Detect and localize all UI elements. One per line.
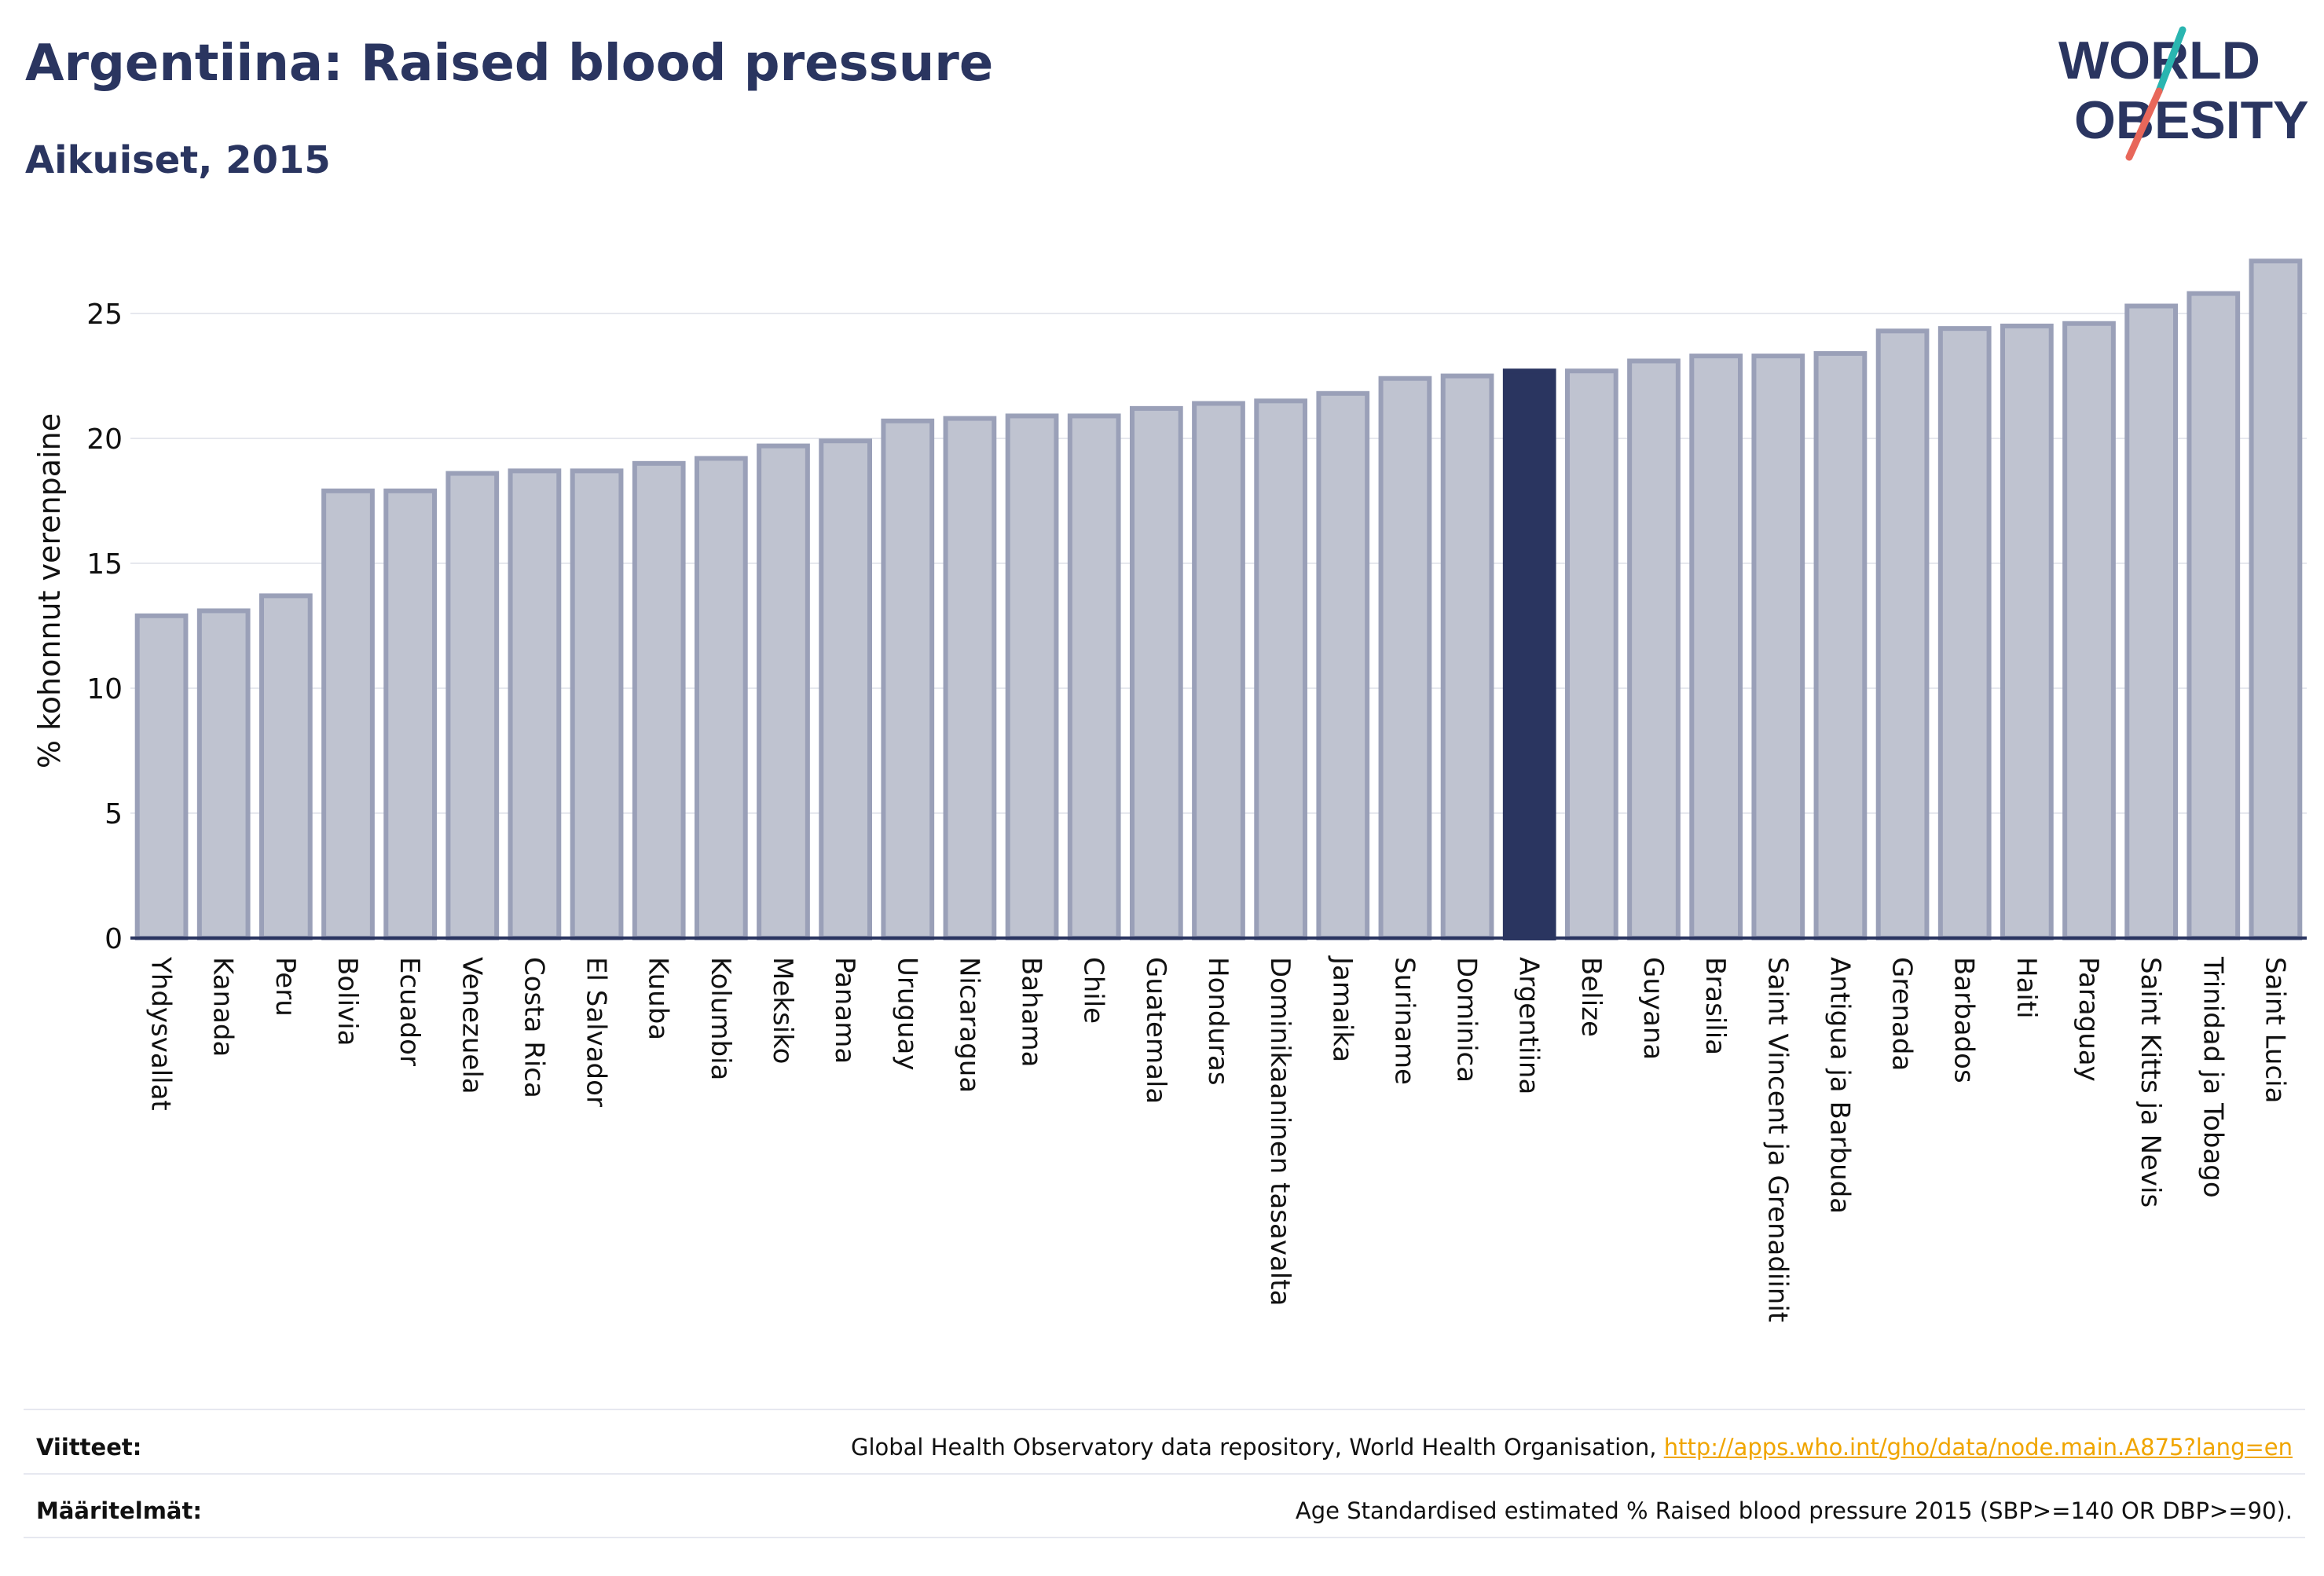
x-tick-label: Chile <box>1078 957 1109 1024</box>
bar <box>2187 291 2241 941</box>
bar <box>1005 413 1059 940</box>
logo-line2: OBESITY <box>2074 90 2309 150</box>
x-tick-label: Paraguay <box>2073 957 2104 1082</box>
bar <box>819 438 873 940</box>
bar <box>757 443 810 940</box>
bar <box>2124 303 2179 940</box>
y-tick-label: 5 <box>104 798 123 830</box>
bar <box>508 468 562 940</box>
bar <box>1875 328 1930 940</box>
x-tick-label: El Salvador <box>581 957 612 1107</box>
x-tick-label: Guyana <box>1637 957 1669 1060</box>
x-tick-label: Kolumbia <box>705 957 736 1080</box>
y-tick-label: 10 <box>86 673 123 706</box>
references-value: Global Health Observatory data repositor… <box>851 1434 2293 1461</box>
chart-title: Argentiina: Raised blood pressure <box>25 35 994 93</box>
bar <box>1627 358 1681 940</box>
x-tick-label: Peru <box>269 957 301 1017</box>
x-tick-label: Antigua ja Barbuda <box>1824 957 1855 1214</box>
y-tick-label: 15 <box>86 548 123 581</box>
definitions-row: Määritelmät: Age Standardised estimated … <box>36 1487 2293 1534</box>
bar <box>1254 398 1308 940</box>
x-tick-label: Nicaragua <box>953 957 984 1093</box>
x-tick-label: Jamaika <box>1326 955 1358 1062</box>
bar <box>1316 390 1370 940</box>
bar <box>445 471 500 940</box>
footer-divider-mid <box>24 1473 2305 1475</box>
definitions-label: Määritelmät: <box>36 1497 202 1524</box>
x-tick-label: Meksiko <box>767 957 798 1064</box>
x-tick-label: Dominikaaninen tasavalta <box>1264 957 1296 1306</box>
bar <box>1440 373 1494 941</box>
x-tick-label: Guatemala <box>1140 957 1171 1104</box>
logo-slash-red <box>2125 87 2163 161</box>
bar <box>383 488 438 940</box>
x-tick-label: Suriname <box>1388 957 1420 1085</box>
footer-divider-top <box>24 1409 2305 1410</box>
bar <box>2062 321 2116 941</box>
logo-line1: WORLD <box>2058 31 2260 90</box>
chart-subtitle: Aikuiset, 2015 <box>25 138 331 182</box>
x-tick-label: Kuuba <box>643 957 674 1040</box>
bar <box>196 608 251 940</box>
bar <box>1937 326 1992 940</box>
bar <box>1751 354 1805 941</box>
x-tick-label: Honduras <box>1202 957 1233 1086</box>
bar <box>1689 354 1743 941</box>
footer-divider-bottom <box>24 1537 2305 1538</box>
bar <box>2249 258 2303 941</box>
references-link[interactable]: http://apps.who.int/gho/data/node.main.A… <box>1663 1434 2293 1461</box>
x-tick-label: Argentiina <box>1513 957 1545 1094</box>
bar <box>1192 401 1245 940</box>
x-tick-label: Kanada <box>207 957 239 1057</box>
x-tick-label: Grenada <box>1886 957 1918 1071</box>
x-tick-label: Bahama <box>1016 957 1047 1068</box>
y-tick-label: 0 <box>104 923 123 955</box>
bar <box>258 593 313 941</box>
bar <box>943 416 997 940</box>
bar <box>1067 413 1121 940</box>
x-axis-labels: Yhdysvallat Kanada Peru Bolivia Ecuador Venez… <box>145 955 2291 1322</box>
references-label: Viitteet: <box>36 1434 142 1461</box>
x-tick-label: Yhdysvallat <box>145 956 177 1111</box>
x-tick-label: Trinidad ja Tobago <box>2197 956 2228 1198</box>
logo-slash-teal <box>2155 26 2187 95</box>
x-tick-label: Venezuela <box>456 957 487 1094</box>
bar <box>632 460 686 940</box>
world-obesity-logo: WORLD OBESITY <box>2058 26 2309 161</box>
x-tick-label: Brasilia <box>1699 957 1731 1055</box>
x-tick-label: Ecuador <box>394 957 425 1066</box>
y-axis-ticks: 0 5 10 15 20 25 <box>86 299 123 955</box>
bar <box>1813 350 1868 940</box>
x-tick-label: Costa Rica <box>518 957 549 1098</box>
bar <box>570 468 624 940</box>
bars <box>134 258 2303 941</box>
bar <box>2000 323 2054 940</box>
x-tick-label: Dominica <box>1451 957 1483 1083</box>
bar <box>694 456 748 940</box>
x-tick-label: Saint Lucia <box>2259 957 2290 1103</box>
bar-chart: 0 5 10 15 20 25 Yhdysvallat Kanada Peru Bolivia E… <box>32 258 2307 1322</box>
bar <box>321 488 375 940</box>
x-tick-label: Bolivia <box>332 957 363 1046</box>
x-tick-label: Uruguay <box>891 957 922 1071</box>
bar <box>881 418 935 940</box>
references-text: Global Health Observatory data repositor… <box>850 1434 1657 1461</box>
x-tick-label: Saint Vincent ja Grenadiinit <box>1761 957 1793 1322</box>
bar <box>1129 405 1183 940</box>
bar <box>1564 368 1618 940</box>
bar-highlight <box>1502 368 1556 940</box>
definitions-text: Age Standardised estimated % Raised bloo… <box>1295 1497 2293 1524</box>
y-axis-label: % kohonnut verenpaine <box>32 413 67 768</box>
bar <box>134 613 189 941</box>
bar <box>1378 376 1432 940</box>
references-row: Viitteet: Global Health Observatory data… <box>36 1424 2293 1471</box>
x-tick-label: Panama <box>829 957 860 1064</box>
x-tick-label: Barbados <box>1948 957 1980 1083</box>
x-tick-label: Saint Kitts ja Nevis <box>2135 957 2166 1208</box>
y-tick-label: 20 <box>86 423 123 456</box>
x-tick-label: Haiti <box>2011 957 2042 1019</box>
x-tick-label: Belize <box>1575 957 1607 1037</box>
y-tick-label: 25 <box>86 299 123 331</box>
